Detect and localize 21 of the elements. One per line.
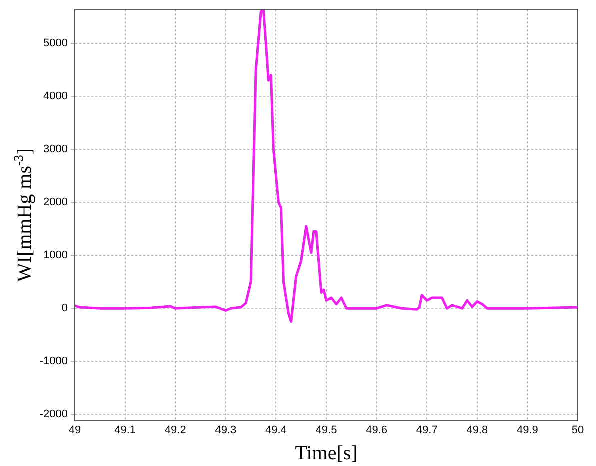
x-tick-label: 49.1 [114, 424, 136, 437]
x-tick-label: 49.9 [516, 424, 538, 437]
y-axis-title: WI[mmHg ms-3] [11, 148, 36, 282]
x-tick-label: 49 [68, 424, 82, 437]
y-tick-label: 0 [62, 302, 68, 315]
x-tick-label: 49.7 [416, 424, 438, 437]
x-tick-label: 49.5 [316, 424, 338, 437]
x-tick-label: 49.4 [265, 424, 287, 437]
x-tick-label: 49.3 [215, 424, 237, 437]
x-tick-label: 49.2 [164, 424, 186, 437]
y-tick-label: -2000 [40, 408, 68, 421]
x-axis-title: Time[s] [295, 442, 358, 464]
y-tick-label: 1000 [44, 250, 68, 262]
y-tick-label: 3000 [44, 144, 68, 156]
y-tick-label: -1000 [40, 356, 68, 368]
x-tick-label: 50 [572, 424, 584, 437]
x-tick-label: 49.6 [366, 424, 388, 437]
x-tick-label: 49.8 [466, 424, 488, 437]
y-tick-label: 2000 [44, 196, 68, 209]
y-tick-label: 4000 [44, 90, 68, 103]
y-tick-label: 5000 [44, 38, 68, 50]
